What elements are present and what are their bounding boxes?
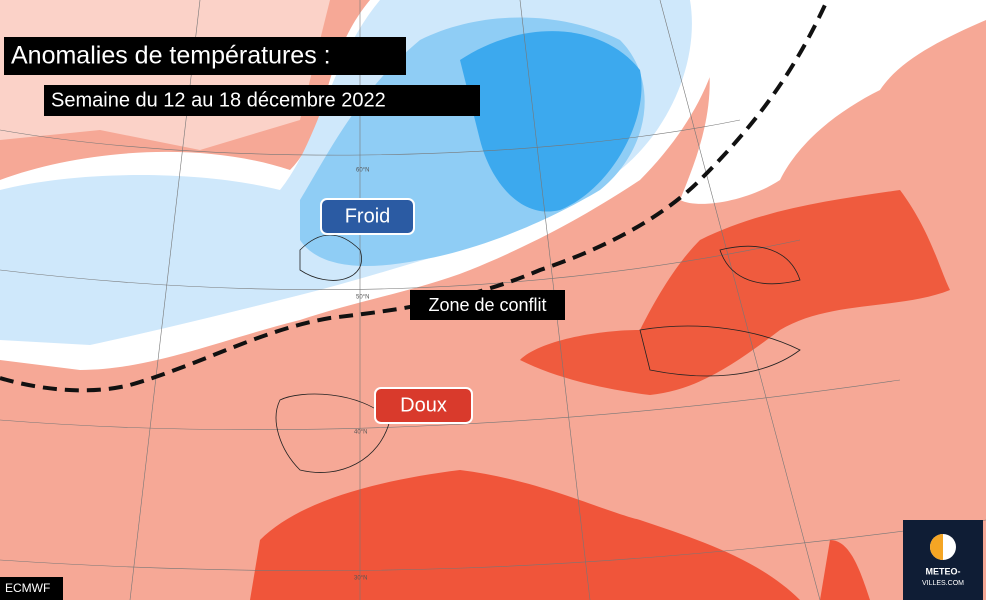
warm-area-sahara xyxy=(250,470,800,600)
parallel xyxy=(0,119,741,156)
latitude-label: 30°N xyxy=(354,576,367,582)
meridian xyxy=(659,0,821,600)
subtitle: Semaine du 12 au 18 décembre 2022 xyxy=(51,89,386,111)
parallel xyxy=(0,379,901,430)
title-box xyxy=(4,37,406,75)
warm-label: Doux xyxy=(400,394,447,416)
logo-icon-half xyxy=(930,534,943,560)
cold-label-box xyxy=(320,198,415,235)
cold-label: Froid xyxy=(345,205,391,227)
parallel xyxy=(0,519,986,572)
latitude-label: 50°N xyxy=(356,295,369,301)
conflict-label: Zone de conflit xyxy=(428,295,546,315)
subtitle-box xyxy=(44,85,480,116)
coastlines xyxy=(275,234,801,473)
logo-text: VILLES.COM xyxy=(922,580,964,587)
cold-area-strong xyxy=(460,31,642,212)
title: Anomalies de températures : xyxy=(11,42,331,70)
latitude-label: 40°N xyxy=(354,430,367,436)
warm-area-strong xyxy=(520,190,950,395)
warm-area-south-east xyxy=(820,540,870,600)
coast xyxy=(719,245,801,285)
conflict-label-box xyxy=(410,290,565,320)
warm-label-box xyxy=(374,387,473,424)
logo-text: METEO- xyxy=(926,566,961,576)
latitude-label: 60°N xyxy=(356,168,369,174)
coast xyxy=(275,393,391,473)
source-box xyxy=(0,577,63,600)
coast xyxy=(639,325,801,377)
source: ECMWF xyxy=(5,581,50,595)
parallel xyxy=(0,239,801,291)
coast xyxy=(299,234,362,281)
neutral-area-east xyxy=(680,0,986,204)
